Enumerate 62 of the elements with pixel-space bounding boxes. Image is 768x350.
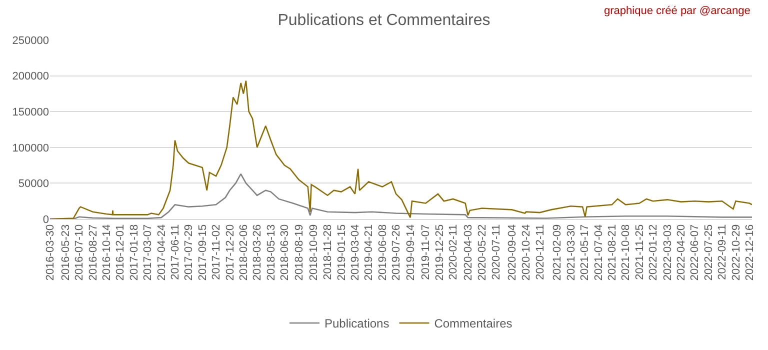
x-tick-label: 2017-01-18 [128, 224, 140, 281]
chart-title: Publications et Commentaires [278, 12, 490, 30]
y-tick-label: 50000 [18, 178, 49, 190]
x-tick-label: 2019-11-07 [420, 224, 432, 280]
x-tick-label: 2022-09-11 [716, 224, 729, 280]
x-tick-label: 2017-03-07 [142, 224, 154, 281]
y-tick-label: 0 [42, 214, 49, 226]
x-tick-label: 2021-07-04 [592, 224, 605, 281]
y-tick-label: 200000 [12, 70, 49, 83]
y-tick-label: 150000 [12, 106, 49, 118]
x-tick-label: 2016-10-14 [101, 224, 114, 281]
x-tick-label: 2017-06-11 [170, 224, 182, 280]
x-tick-label: 2020-02-11 [448, 224, 460, 280]
x-tick-label: 2020-10-24 [520, 224, 533, 281]
x-tick-label: 2019-12-25 [434, 224, 446, 281]
x-tick-label: 2018-02-06 [238, 224, 250, 281]
x-tick-label: 2022-06-07 [689, 224, 702, 281]
x-tick-label: 2018-06-30 [279, 224, 292, 281]
x-tick-label: 2019-01-15 [336, 224, 348, 281]
x-tick-label: 2017-09-15 [196, 224, 209, 281]
x-tick-label: 2020-05-22 [476, 224, 488, 281]
x-tick-label: 2021-08-21 [606, 224, 619, 281]
x-tick-label: 2021-05-17 [579, 224, 592, 281]
x-tick-label: 2018-08-19 [293, 224, 306, 281]
x-tick-label: 2016-05-23 [60, 224, 72, 281]
x-tick-label: 2022-01-12 [648, 224, 660, 281]
x-tick-label: 2022-07-25 [702, 224, 715, 281]
x-tick-label: 2016-08-27 [87, 224, 100, 281]
x-tick-label: 2021-10-08 [620, 224, 632, 281]
text: graphique créé par @arcange [604, 5, 750, 17]
legend-label: Commentaires [434, 316, 512, 331]
x-tick-label: 2017-04-24 [156, 224, 168, 281]
x-tick-label: 2017-11-02 [210, 224, 223, 280]
x-tick-label: 2019-03-04 [350, 224, 362, 281]
x-tick-label: 2016-03-30 [44, 224, 57, 281]
y-tick-label: 100000 [12, 142, 49, 154]
x-tick-label: 2018-03-26 [252, 224, 264, 281]
x-tick-label: 2021-02-09 [551, 224, 564, 281]
legend-label: Publications [324, 316, 390, 331]
x-tick-label: 2017-07-29 [183, 224, 196, 281]
x-tick-label: 2018-05-13 [265, 224, 278, 281]
x-tick-label: 2021-03-30 [565, 224, 578, 281]
x-tick-label: 2020-07-11 [490, 224, 503, 280]
x-tick-label: 2018-11-28 [322, 224, 334, 280]
x-tick-label: 2020-04-03 [462, 224, 474, 281]
x-tick-label: 2020-09-04 [506, 224, 518, 281]
x-tick-label: 2019-09-14 [404, 224, 417, 281]
x-tick-label: 2022-04-20 [676, 224, 688, 281]
x-tick-label: 2019-06-08 [376, 224, 389, 281]
x-tick-label: 2020-12-11 [534, 224, 546, 280]
x-tick-label: 2017-12-20 [224, 224, 236, 281]
line-series [50, 80, 752, 219]
x-tick-label: 2016-12-01 [114, 224, 127, 281]
x-tick-label: 2018-10-09 [308, 224, 320, 281]
x-tick-label: 2016-07-10 [74, 224, 86, 281]
x-tick-label: 2019-04-21 [363, 224, 376, 281]
x-tick-label: 2022-10-29 [730, 224, 742, 281]
x-tick-label: 2019-07-26 [390, 224, 403, 281]
x-tick-label: 2022-03-03 [662, 224, 674, 281]
x-tick-label: 2022-12-16 [744, 224, 756, 281]
y-tick-label: 250000 [12, 34, 49, 47]
x-tick-label: 2021-11-25 [634, 224, 646, 280]
